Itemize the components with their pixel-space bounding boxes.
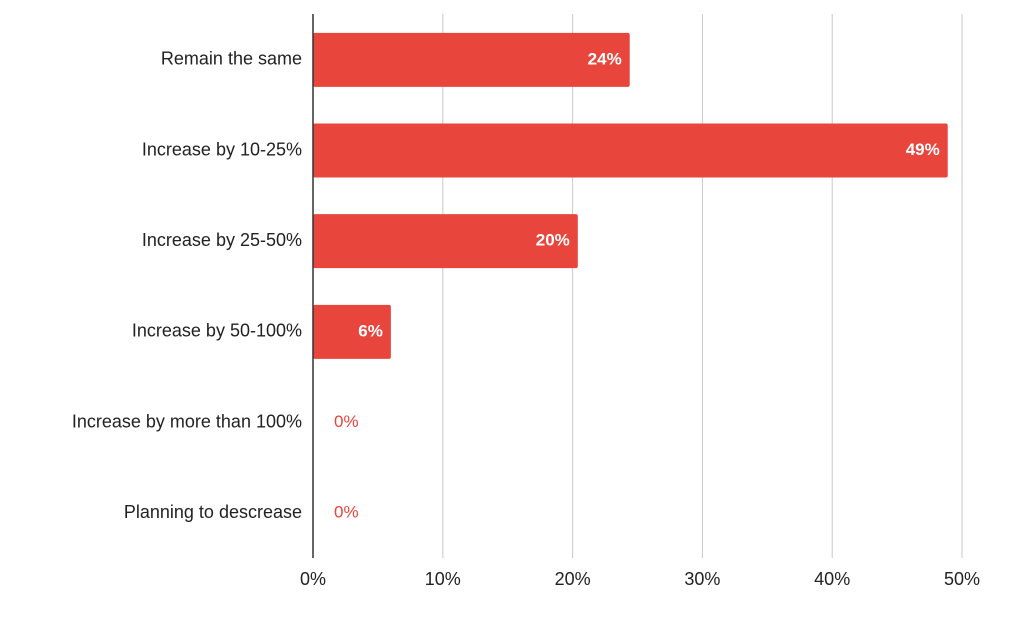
x-tick-label: 0% — [300, 569, 326, 589]
bar — [313, 32, 630, 87]
data-label: 24% — [588, 49, 622, 68]
x-tick-label: 30% — [684, 569, 720, 589]
y-tick-label: Increase by 25-50% — [142, 230, 302, 250]
x-tick-label: 10% — [425, 569, 461, 589]
y-tick-label: Increase by 50-100% — [132, 321, 302, 341]
y-tick-label: Increase by more than 100% — [72, 411, 302, 431]
data-label: 0% — [334, 412, 359, 431]
bar — [313, 304, 391, 359]
x-tick-label: 50% — [944, 569, 980, 589]
y-tick-label: Remain the same — [161, 49, 302, 69]
bar — [313, 123, 948, 178]
y-tick-label: Increase by 10-25% — [142, 139, 302, 159]
x-tick-label: 40% — [814, 569, 850, 589]
data-label: 20% — [536, 231, 570, 250]
data-label: 49% — [906, 140, 940, 159]
bar — [313, 214, 578, 269]
data-label: 6% — [358, 321, 383, 340]
data-label: 0% — [334, 503, 359, 522]
x-tick-label: 20% — [555, 569, 591, 589]
y-tick-label: Planning to descrease — [124, 502, 302, 522]
